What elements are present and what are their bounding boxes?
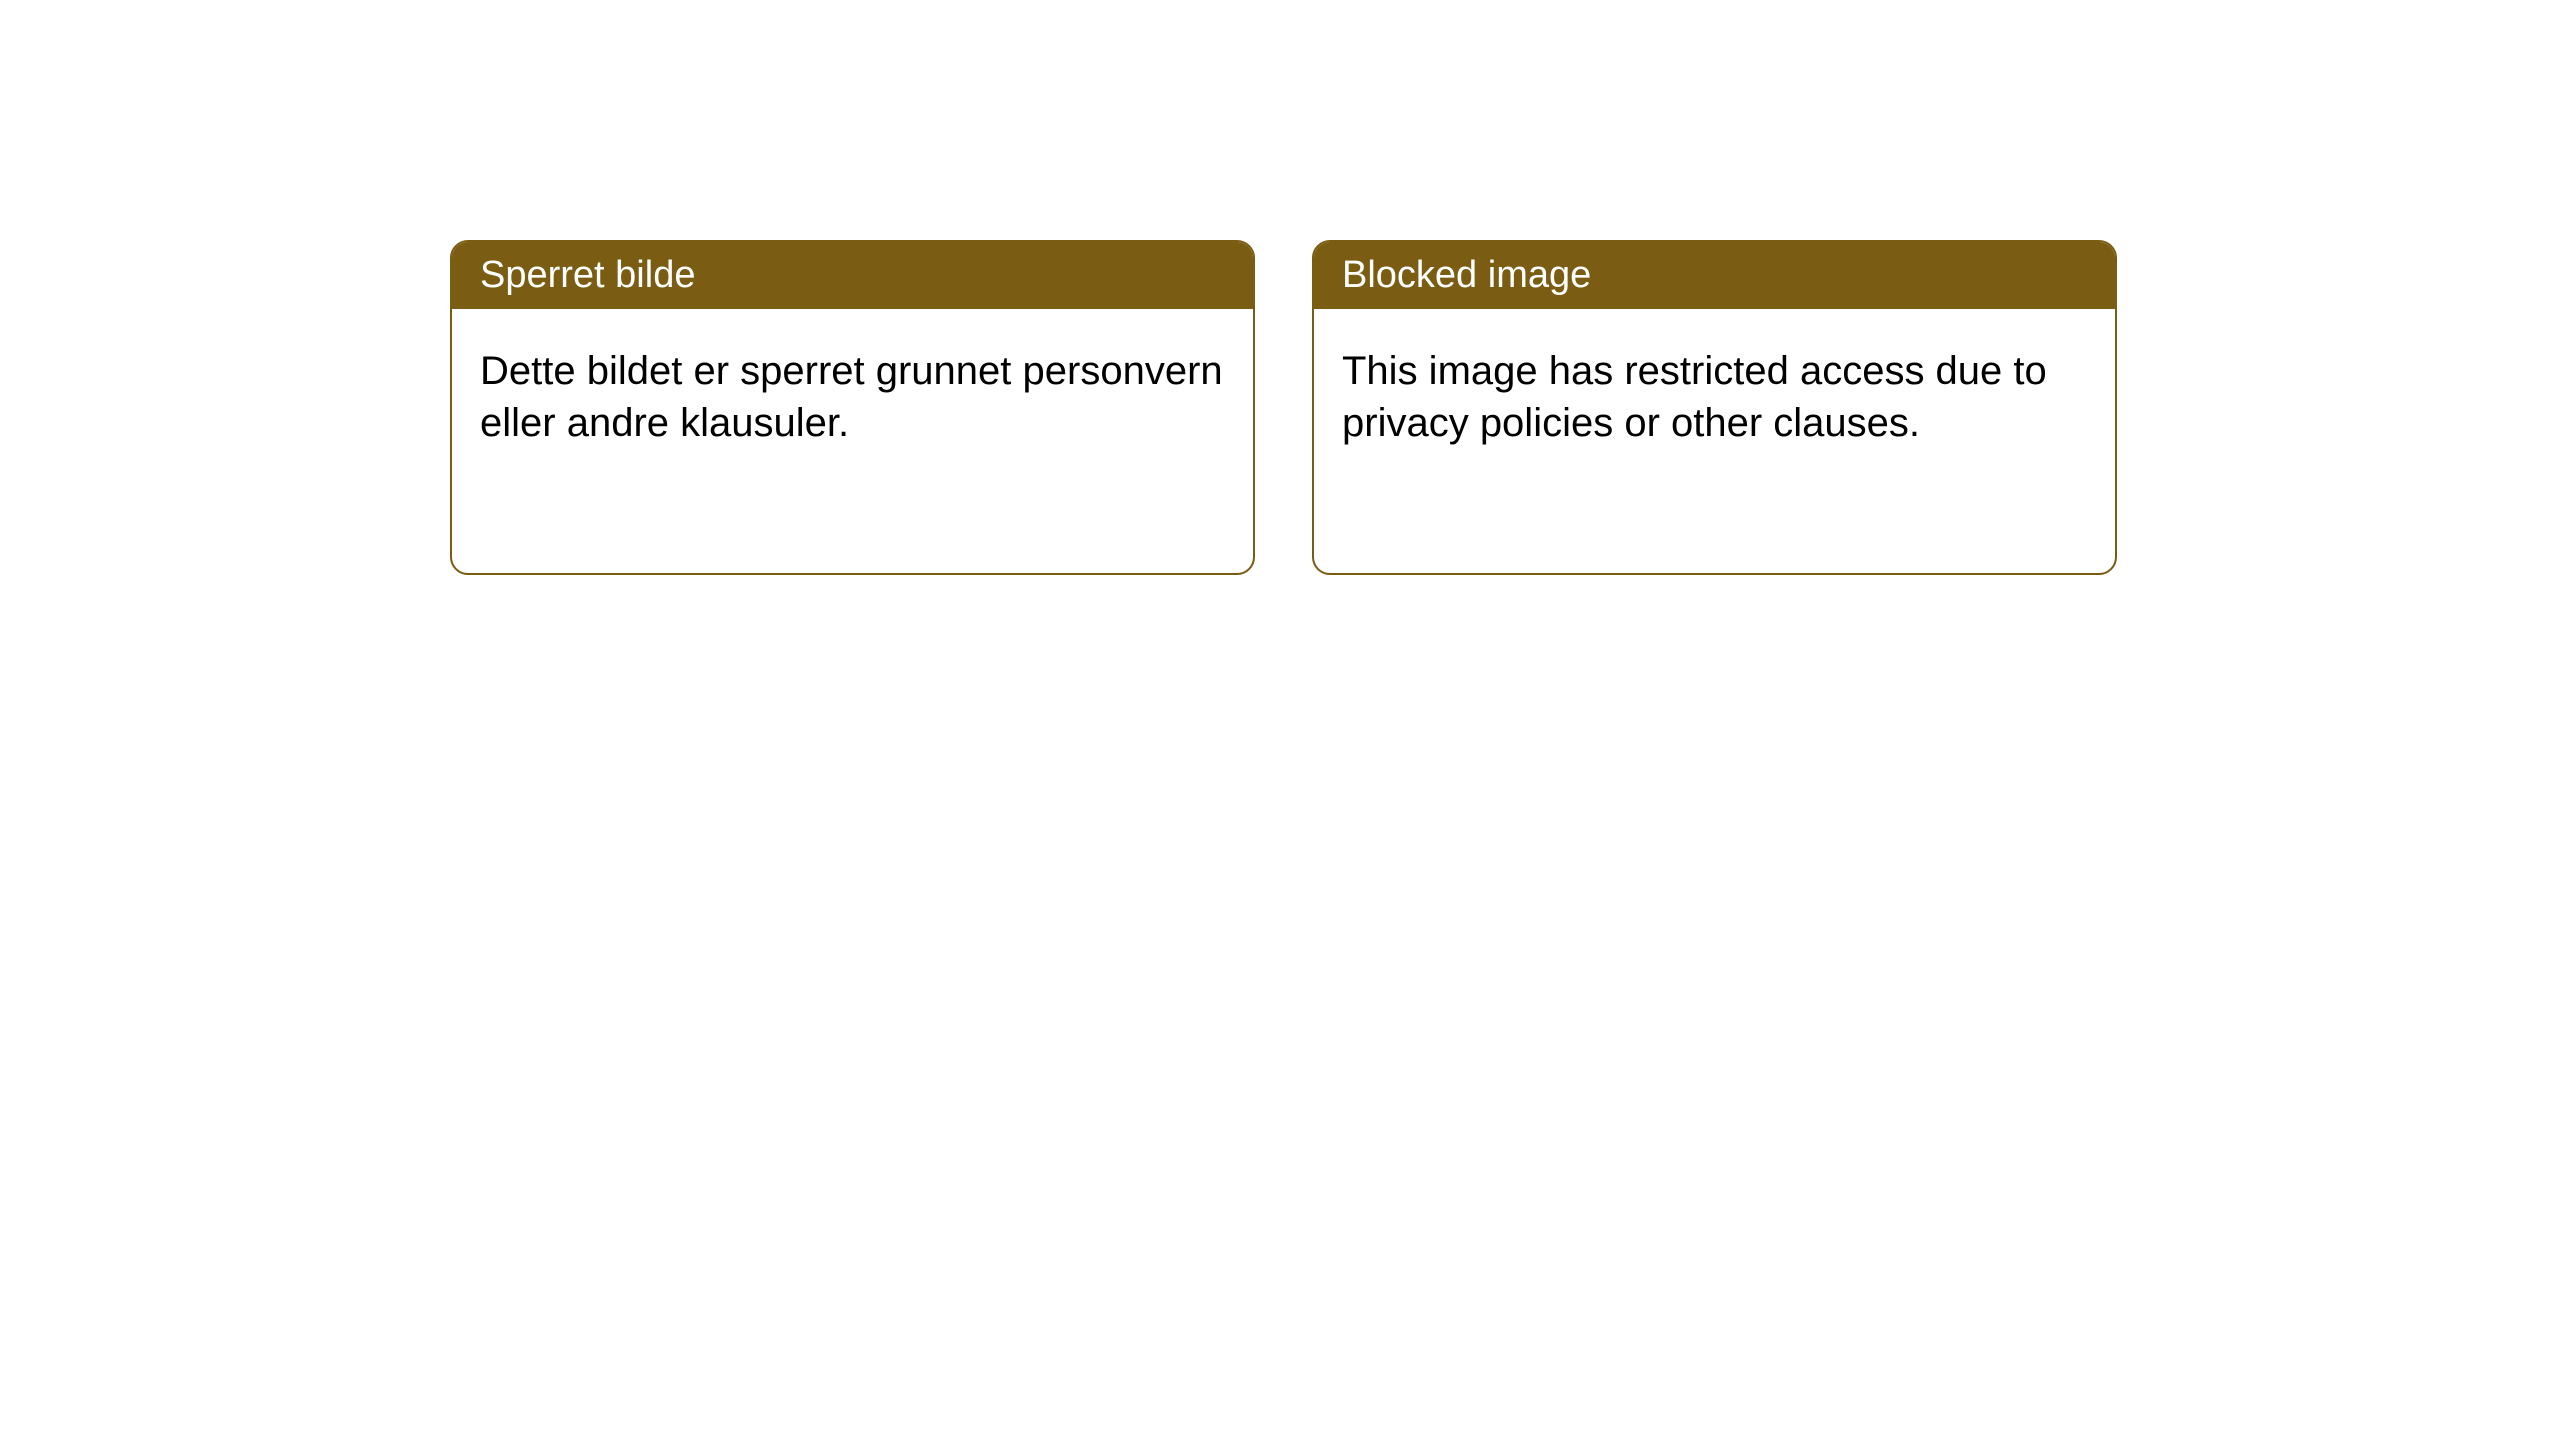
card-body-english: This image has restricted access due to … — [1314, 309, 2115, 485]
card-title-norwegian: Sperret bilde — [480, 254, 695, 296]
card-header-norwegian: Sperret bilde — [452, 242, 1253, 309]
card-text-norwegian: Dette bildet er sperret grunnet personve… — [480, 349, 1223, 445]
card-title-english: Blocked image — [1342, 254, 1591, 296]
card-body-norwegian: Dette bildet er sperret grunnet personve… — [452, 309, 1253, 485]
notice-container: Sperret bilde Dette bildet er sperret gr… — [450, 240, 2117, 575]
card-text-english: This image has restricted access due to … — [1342, 349, 2047, 445]
notice-card-norwegian: Sperret bilde Dette bildet er sperret gr… — [450, 240, 1255, 575]
notice-card-english: Blocked image This image has restricted … — [1312, 240, 2117, 575]
card-header-english: Blocked image — [1314, 242, 2115, 309]
